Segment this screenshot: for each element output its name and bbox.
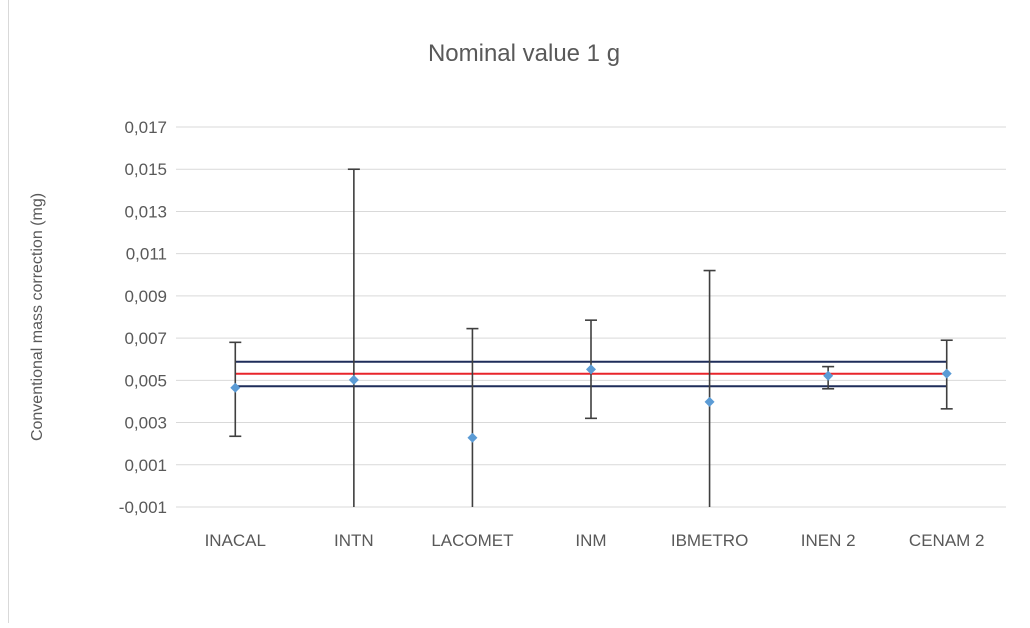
data-point: [704, 396, 715, 407]
data-point: [467, 432, 478, 443]
data-point: [586, 364, 596, 375]
y-tick-label: 0,003: [124, 414, 167, 433]
y-tick-label: 0,015: [124, 160, 167, 179]
x-tick-label: LACOMET: [431, 531, 513, 550]
y-tick-label: 0,005: [124, 371, 167, 390]
x-tick-label: INACAL: [205, 531, 266, 550]
data-point: [348, 374, 359, 385]
x-tick-label: INEN 2: [801, 531, 856, 550]
y-tick-label: 0,007: [124, 329, 167, 348]
data-point: [230, 382, 241, 393]
y-tick-label: 0,011: [126, 245, 167, 264]
data-point: [941, 368, 952, 379]
y-tick-label: -0,001: [119, 498, 167, 517]
x-tick-label: CENAM 2: [909, 531, 985, 550]
chart-border: [8, 0, 9, 623]
x-tick-label: IBMETRO: [671, 531, 748, 550]
y-tick-label: 0,017: [124, 118, 167, 137]
x-tick-label: INTN: [334, 531, 374, 550]
x-tick-label: INM: [575, 531, 606, 550]
data-point: [823, 370, 834, 381]
y-axis-label: Conventional mass correction (mg): [29, 193, 46, 441]
y-tick-label: 0,001: [124, 456, 167, 475]
y-tick-label: 0,009: [124, 287, 167, 306]
y-tick-label: 0,013: [124, 202, 167, 221]
chart-title: Nominal value 1 g: [428, 40, 620, 67]
